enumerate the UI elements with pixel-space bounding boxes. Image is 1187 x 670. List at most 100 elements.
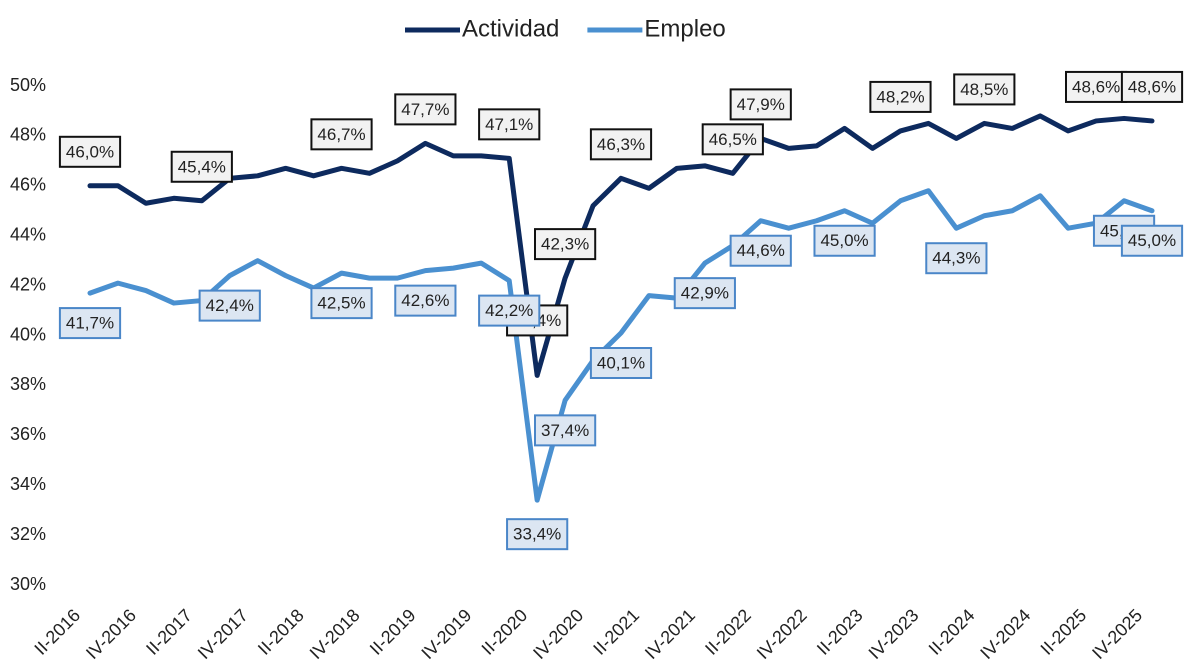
data-label: 46,5% <box>701 123 764 156</box>
data-label-text: 47,7% <box>401 100 449 119</box>
data-label: 48,5% <box>953 73 1016 106</box>
data-label-box <box>869 80 932 113</box>
x-tick-label: II-2022 <box>701 605 755 659</box>
data-label-text: 46,0% <box>66 142 114 161</box>
data-label-box <box>589 347 653 380</box>
data-label: 48,2% <box>869 80 932 113</box>
data-label-text: 45,0% <box>820 231 868 250</box>
x-tick-label: II-2025 <box>1037 605 1091 659</box>
data-label: 44,3% <box>925 242 988 275</box>
data-label: 42,2% <box>478 294 541 327</box>
data-label-text: 44,3% <box>932 249 980 268</box>
data-label-box <box>310 287 373 320</box>
data-label-box <box>478 108 541 141</box>
data-label-text: 42,2% <box>485 301 533 320</box>
data-label-box <box>478 294 541 327</box>
data-label-text: 42,5% <box>317 294 365 313</box>
data-label: 47,1% <box>478 108 541 141</box>
x-tick-label: II-2020 <box>478 605 532 659</box>
data-label-text: 42,3% <box>541 235 589 254</box>
data-label-box <box>701 123 764 156</box>
data-label-text: 46,5% <box>709 130 757 149</box>
data-label: 42,9% <box>673 277 736 310</box>
data-label-text: 41,7% <box>66 314 114 333</box>
data-label: 40,1% <box>589 347 653 380</box>
x-tick-label: II-2019 <box>366 605 420 659</box>
data-label: 47,9% <box>729 88 792 121</box>
data-label-box <box>673 277 736 310</box>
data-label: 48,6% <box>1120 70 1184 103</box>
x-tick-label: II-2023 <box>813 605 867 659</box>
x-tick-label: IV-2019 <box>417 605 475 663</box>
data-label-text: 37,4% <box>541 421 589 440</box>
data-label-box <box>394 93 457 126</box>
x-tick-label: II-2016 <box>30 605 84 659</box>
data-label-text: 48,6% <box>1072 77 1120 96</box>
x-tick-label: IV-2017 <box>194 605 252 663</box>
data-label-box <box>729 234 792 267</box>
data-label-box <box>394 284 457 317</box>
data-label: 46,0% <box>58 135 122 168</box>
x-tick-label: II-2021 <box>589 605 643 659</box>
data-label-text: 47,9% <box>737 95 785 114</box>
data-label: 41,7% <box>58 307 122 340</box>
data-label-box <box>1120 224 1184 257</box>
data-label: 42,6% <box>394 284 457 317</box>
data-label-box <box>589 128 653 161</box>
data-label: 45,4% <box>170 150 233 183</box>
legend-label: Actividad <box>462 15 559 42</box>
y-tick-label: 36% <box>10 424 46 444</box>
y-tick-label: 48% <box>10 125 46 145</box>
x-tick-label: IV-2022 <box>753 605 811 663</box>
x-tick-label: IV-2023 <box>865 605 923 663</box>
data-label-text: 46,3% <box>597 135 645 154</box>
data-label-text: 42,4% <box>206 296 254 315</box>
x-tick-label: IV-2018 <box>306 605 364 663</box>
x-tick-label: IV-2016 <box>82 605 140 663</box>
data-label: 48,6% <box>1065 70 1128 103</box>
data-label-box <box>813 224 876 257</box>
y-tick-label: 42% <box>10 274 46 294</box>
data-label-box <box>506 518 569 551</box>
y-tick-label: 46% <box>10 175 46 195</box>
data-label-box <box>925 242 988 275</box>
data-label-box <box>170 150 233 183</box>
data-label: 46,7% <box>310 118 373 151</box>
data-label: 42,3% <box>534 228 597 261</box>
y-tick-label: 32% <box>10 524 46 544</box>
y-tick-label: 50% <box>10 75 46 95</box>
y-tick-label: 30% <box>10 574 46 594</box>
data-label: 42,5% <box>310 287 373 320</box>
data-label-text: 40,1% <box>597 353 645 372</box>
x-tick-label: IV-2020 <box>529 605 587 663</box>
data-label-box <box>534 414 597 447</box>
data-label-text: 33,4% <box>513 525 561 544</box>
x-tick-label: II-2017 <box>142 605 196 659</box>
y-tick-label: 44% <box>10 224 46 244</box>
data-label-box <box>310 118 373 151</box>
data-label-box <box>58 307 122 340</box>
data-label: 45,0% <box>813 224 876 257</box>
series-line <box>87 188 1155 503</box>
data-label: 42,4% <box>198 289 261 322</box>
data-label-text: 45,4% <box>178 157 226 176</box>
x-tick-label: II-2024 <box>925 605 979 659</box>
data-label-text: 45,0% <box>1128 231 1176 250</box>
data-label: 33,4% <box>506 518 569 551</box>
data-label-box <box>953 73 1016 106</box>
data-label: 45,0% <box>1120 224 1184 257</box>
x-tick-label: IV-2025 <box>1088 605 1146 663</box>
data-label-box <box>58 135 122 168</box>
x-tick-label: IV-2021 <box>641 605 699 663</box>
data-label: 37,4% <box>534 414 597 447</box>
data-label-box <box>729 88 792 121</box>
series-line <box>87 113 1155 378</box>
data-label-text: 46,7% <box>317 125 365 144</box>
x-tick-label: II-2018 <box>254 605 308 659</box>
data-label-text: 47,1% <box>485 115 533 134</box>
data-label: 44,6% <box>729 234 792 267</box>
y-tick-label: 38% <box>10 374 46 394</box>
x-tick-label: IV-2024 <box>976 605 1034 663</box>
data-label-text: 48,6% <box>1128 77 1176 96</box>
